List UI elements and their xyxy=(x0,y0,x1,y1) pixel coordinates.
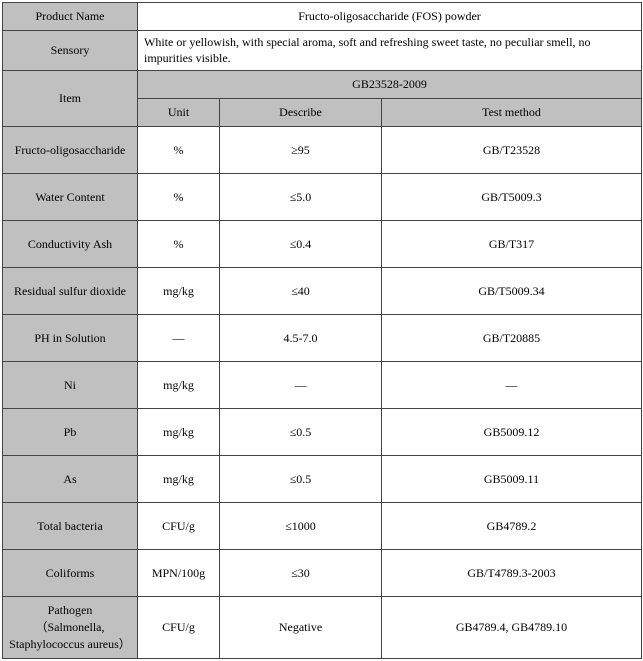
item-name: Pathogen（Salmonella, Staphylococcus aure… xyxy=(3,597,138,659)
table-row: Asmg/kg≤0.5GB5009.11 xyxy=(3,456,642,503)
item-method: GB/T5009.3 xyxy=(382,174,642,221)
spec-table-body: Product Name Fructo-oligosaccharide (FOS… xyxy=(3,3,642,659)
item-unit: MPN/100g xyxy=(138,550,220,597)
item-describe: ≤1000 xyxy=(220,503,382,550)
item-unit: % xyxy=(138,221,220,268)
row-standard-header: Item GB23528-2009 xyxy=(3,71,642,99)
item-describe: — xyxy=(220,362,382,409)
item-unit: % xyxy=(138,127,220,174)
item-describe: ≤40 xyxy=(220,268,382,315)
sensory-label: Sensory xyxy=(3,31,138,71)
product-name-label: Product Name xyxy=(3,3,138,31)
item-describe: ≤5.0 xyxy=(220,174,382,221)
table-row: Water Content%≤5.0GB/T5009.3 xyxy=(3,174,642,221)
item-name: Ni xyxy=(3,362,138,409)
item-name: Water Content xyxy=(3,174,138,221)
item-name: PH in Solution xyxy=(3,315,138,362)
col-unit: Unit xyxy=(138,99,220,127)
table-row: Pathogen（Salmonella, Staphylococcus aure… xyxy=(3,597,642,659)
item-describe: ≤0.5 xyxy=(220,409,382,456)
item-describe: 4.5-7.0 xyxy=(220,315,382,362)
table-row: Nimg/kg—— xyxy=(3,362,642,409)
item-describe: ≤30 xyxy=(220,550,382,597)
item-method: GB4789.4, GB4789.10 xyxy=(382,597,642,659)
sensory-value: White or yellowish, with special aroma, … xyxy=(138,31,642,71)
item-describe: ≤0.5 xyxy=(220,456,382,503)
item-method: GB/T20885 xyxy=(382,315,642,362)
item-name: Conductivity Ash xyxy=(3,221,138,268)
product-name-value: Fructo-oligosaccharide (FOS) powder xyxy=(138,3,642,31)
item-method: GB/T317 xyxy=(382,221,642,268)
item-name: Pb xyxy=(3,409,138,456)
item-label: Item xyxy=(3,71,138,127)
spec-table: Product Name Fructo-oligosaccharide (FOS… xyxy=(2,2,642,659)
table-row: Pbmg/kg≤0.5GB5009.12 xyxy=(3,409,642,456)
table-row: ColiformsMPN/100g≤30GB/T4789.3-2003 xyxy=(3,550,642,597)
item-unit: mg/kg xyxy=(138,409,220,456)
table-row: Total bacteriaCFU/g≤1000GB4789.2 xyxy=(3,503,642,550)
table-row: Fructo-oligosaccharide%≥95GB/T23528 xyxy=(3,127,642,174)
item-describe: ≥95 xyxy=(220,127,382,174)
col-describe: Describe xyxy=(220,99,382,127)
item-unit: CFU/g xyxy=(138,597,220,659)
item-method: GB4789.2 xyxy=(382,503,642,550)
item-name: Coliforms xyxy=(3,550,138,597)
table-row: Residual sulfur dioxidemg/kg≤40GB/T5009.… xyxy=(3,268,642,315)
col-test-method: Test method xyxy=(382,99,642,127)
item-unit: mg/kg xyxy=(138,362,220,409)
row-sensory: Sensory White or yellowish, with special… xyxy=(3,31,642,71)
standard-label: GB23528-2009 xyxy=(138,71,642,99)
item-describe: Negative xyxy=(220,597,382,659)
item-name: Residual sulfur dioxide xyxy=(3,268,138,315)
item-method: GB/T23528 xyxy=(382,127,642,174)
item-method: GB5009.12 xyxy=(382,409,642,456)
item-name: As xyxy=(3,456,138,503)
item-unit: mg/kg xyxy=(138,268,220,315)
item-unit: — xyxy=(138,315,220,362)
row-product-name: Product Name Fructo-oligosaccharide (FOS… xyxy=(3,3,642,31)
item-method: — xyxy=(382,362,642,409)
item-name: Fructo-oligosaccharide xyxy=(3,127,138,174)
item-unit: CFU/g xyxy=(138,503,220,550)
table-row: PH in Solution—4.5-7.0GB/T20885 xyxy=(3,315,642,362)
item-method: GB/T4789.3-2003 xyxy=(382,550,642,597)
table-row: Conductivity Ash%≤0.4GB/T317 xyxy=(3,221,642,268)
item-name: Total bacteria xyxy=(3,503,138,550)
item-method: GB5009.11 xyxy=(382,456,642,503)
item-describe: ≤0.4 xyxy=(220,221,382,268)
item-method: GB/T5009.34 xyxy=(382,268,642,315)
item-unit: % xyxy=(138,174,220,221)
item-unit: mg/kg xyxy=(138,456,220,503)
